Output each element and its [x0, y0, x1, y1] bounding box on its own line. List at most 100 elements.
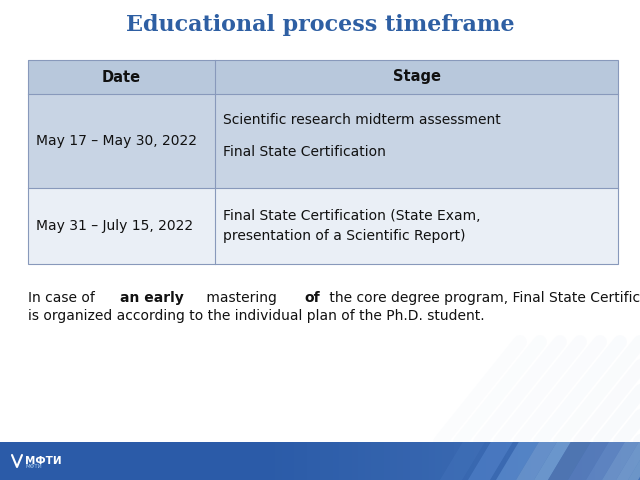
Polygon shape — [628, 442, 640, 480]
Bar — [250, 442, 256, 480]
Text: Educational process timeframe: Educational process timeframe — [125, 14, 515, 36]
Bar — [28, 188, 215, 264]
Bar — [486, 442, 493, 480]
Bar — [211, 442, 218, 480]
Bar — [333, 442, 339, 480]
Bar — [403, 442, 410, 480]
Bar — [45, 442, 51, 480]
Bar — [13, 442, 19, 480]
Bar — [166, 442, 173, 480]
Bar — [314, 442, 320, 480]
Bar — [282, 442, 288, 480]
Polygon shape — [534, 442, 571, 480]
Bar — [570, 442, 576, 480]
Bar — [0, 442, 640, 480]
Bar — [192, 442, 198, 480]
Bar — [28, 60, 215, 94]
Bar — [614, 442, 621, 480]
Bar — [6, 442, 13, 480]
Bar — [70, 442, 77, 480]
Bar — [32, 442, 38, 480]
Text: МФТИ: МФТИ — [25, 456, 61, 466]
Bar — [448, 442, 454, 480]
Text: Final State Certification (State Exam,: Final State Certification (State Exam, — [223, 209, 481, 223]
Bar — [256, 442, 262, 480]
Bar — [83, 442, 90, 480]
Bar — [215, 188, 618, 264]
Bar — [474, 442, 480, 480]
Bar — [493, 442, 499, 480]
Bar — [294, 442, 301, 480]
Text: May 31 – July 15, 2022: May 31 – July 15, 2022 — [36, 219, 193, 233]
Text: Stage: Stage — [392, 70, 440, 84]
Text: МФТИ: МФТИ — [25, 465, 42, 469]
Bar — [128, 442, 134, 480]
Bar — [320, 442, 326, 480]
Bar — [243, 442, 250, 480]
Text: of: of — [305, 291, 320, 305]
Bar — [608, 442, 614, 480]
Bar — [19, 442, 26, 480]
Bar — [90, 442, 96, 480]
Text: In case of: In case of — [28, 291, 99, 305]
Bar — [77, 442, 83, 480]
Bar — [371, 442, 378, 480]
Polygon shape — [516, 442, 557, 480]
Bar — [262, 442, 269, 480]
Polygon shape — [586, 442, 625, 480]
Bar — [576, 442, 582, 480]
Text: the core degree program, Final State Certification: the core degree program, Final State Cer… — [324, 291, 640, 305]
Bar — [38, 442, 45, 480]
Text: is organized according to the individual plan of the Ph.D. student.: is organized according to the individual… — [28, 309, 484, 323]
Bar — [461, 442, 467, 480]
Bar — [506, 442, 512, 480]
Bar — [621, 442, 627, 480]
Polygon shape — [496, 442, 539, 480]
Bar — [358, 442, 365, 480]
Bar — [429, 442, 435, 480]
Bar — [384, 442, 390, 480]
Bar — [102, 442, 109, 480]
Bar — [122, 442, 128, 480]
Bar — [109, 442, 115, 480]
Bar — [512, 442, 518, 480]
Polygon shape — [440, 442, 485, 480]
Polygon shape — [568, 442, 609, 480]
Bar — [154, 442, 160, 480]
Bar — [141, 442, 147, 480]
Bar — [352, 442, 358, 480]
Bar — [96, 442, 102, 480]
Bar — [307, 442, 314, 480]
Bar — [326, 442, 333, 480]
Bar — [134, 442, 141, 480]
Bar — [378, 442, 384, 480]
Bar — [410, 442, 416, 480]
Bar — [230, 442, 237, 480]
Bar — [186, 442, 192, 480]
Bar — [218, 442, 224, 480]
Text: Final State Certification: Final State Certification — [223, 145, 386, 159]
Bar — [115, 442, 122, 480]
Bar — [390, 442, 397, 480]
Bar — [339, 442, 346, 480]
Bar — [58, 442, 64, 480]
Bar — [595, 442, 602, 480]
Bar — [557, 442, 563, 480]
Bar — [51, 442, 58, 480]
Polygon shape — [602, 442, 639, 480]
Bar — [205, 442, 211, 480]
Bar — [237, 442, 243, 480]
Bar — [215, 94, 618, 188]
Bar — [28, 94, 215, 188]
Bar — [435, 442, 442, 480]
Polygon shape — [468, 442, 513, 480]
Bar — [480, 442, 486, 480]
Bar — [275, 442, 282, 480]
Bar — [525, 442, 531, 480]
Bar — [416, 442, 422, 480]
Bar — [563, 442, 570, 480]
Bar — [198, 442, 205, 480]
Bar — [589, 442, 595, 480]
Bar — [0, 442, 6, 480]
Bar — [26, 442, 32, 480]
